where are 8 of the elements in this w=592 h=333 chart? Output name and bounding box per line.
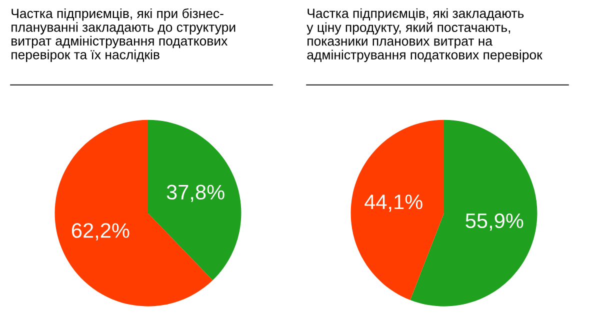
data-label: 44,1% bbox=[364, 194, 422, 212]
chart-title: Частка підприємців, які закладають у ціну продукту, який постачають, показники планових витрат на адміністрування податкових перевірок bbox=[306, 8, 542, 62]
data-label: 62,2% bbox=[72, 223, 130, 240]
chart-title: Частка підприємців, які при бізнес- плануванні закладають до структури витрат адміністрування податкових перевірок та їх наслідків bbox=[12, 8, 236, 62]
data-label: 37,8% bbox=[166, 184, 224, 202]
pie-slice bbox=[148, 120, 242, 280]
pie-slice bbox=[350, 120, 444, 300]
data-label: 55,9% bbox=[466, 213, 524, 231]
